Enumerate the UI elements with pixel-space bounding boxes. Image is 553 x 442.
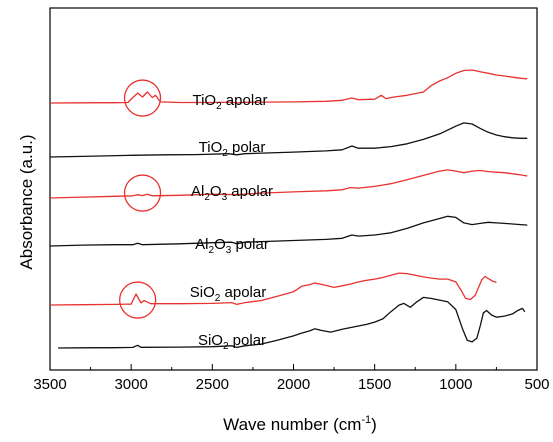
series-line-tio2-polar (49, 122, 528, 158)
series-layer (49, 69, 528, 349)
plot-frame (49, 7, 538, 371)
series-label: SiO2 apolar (190, 284, 266, 304)
series-label: TiO2 polar (199, 139, 266, 159)
x-tick-label: 3500 (33, 376, 66, 393)
series-label: Al2O3 polar (195, 236, 269, 256)
x-tick-label: 3000 (114, 376, 147, 393)
x-tick-label: 1500 (358, 376, 391, 393)
series-line-tio2-apolar (49, 69, 528, 104)
plot-border (49, 7, 538, 371)
peak-circle (123, 174, 162, 212)
series-label: Al2O3 apolar (191, 183, 273, 203)
series-line-sio2-polar (58, 296, 526, 349)
peak-circles (119, 79, 162, 319)
series-line-sio2-apolar (49, 272, 497, 306)
x-tick-label: 2000 (277, 376, 310, 393)
peak-circle (123, 79, 162, 117)
x-ticks: 3500 3000 2500 2000 1500 1000 500 (33, 364, 550, 393)
series-labels: TiO2 apolar TiO2 polar Al2O3 apolar Al2O3 p… (190, 92, 273, 352)
x-tick-label: 500 (524, 376, 549, 393)
peak-circle (119, 281, 157, 319)
series-label: SiO2 polar (198, 332, 266, 352)
series-line-al2o3-polar (49, 215, 528, 247)
series-label: TiO2 apolar (192, 92, 267, 112)
series-line-al2o3-apolar (49, 169, 528, 199)
y-axis-label: Absorbance (a.u.) (17, 134, 36, 269)
x-tick-label: 1000 (439, 376, 472, 393)
x-axis-label: Wave number (cm-1) (223, 414, 377, 434)
x-tick-label: 2500 (196, 376, 229, 393)
